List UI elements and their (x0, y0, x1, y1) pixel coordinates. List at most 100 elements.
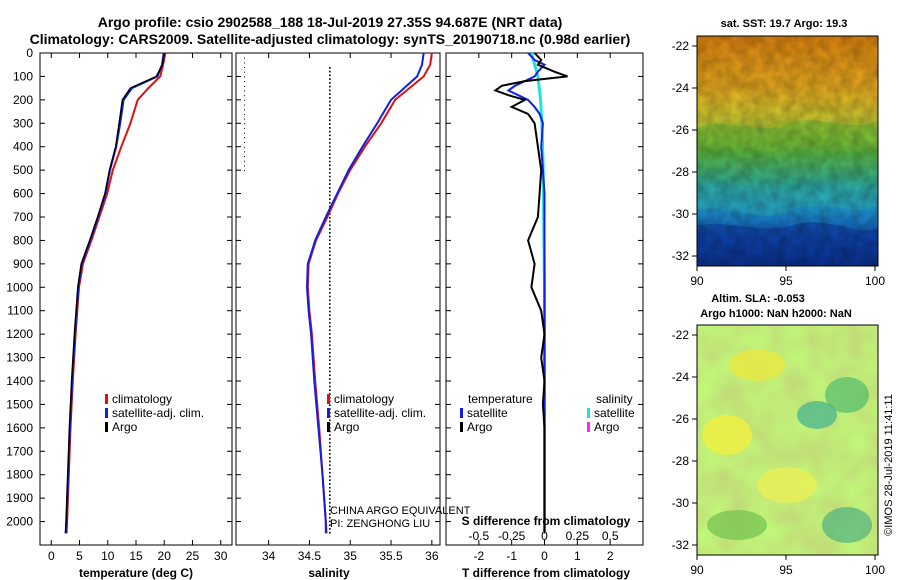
tdiff-satellite-line (506, 52, 547, 534)
argo-salinity-dot (329, 261, 331, 264)
argo-salinity-dot (329, 453, 331, 455)
argo-salinity-dot (329, 475, 331, 478)
lat-tick-label: -32 (672, 538, 690, 552)
x-tick-label: -2 (473, 549, 484, 563)
argo-salinity-dot (329, 513, 331, 515)
argo-salinity-dot (329, 456, 331, 459)
lat-tick-label: -26 (672, 123, 690, 137)
temperature-xlabel: temperature (deg C) (79, 566, 193, 580)
argo-salinity-dot (329, 295, 331, 298)
lon-tick-label: 100 (865, 563, 885, 577)
argo-salinity-dot (329, 82, 331, 84)
lat-tick-label: -24 (672, 81, 690, 95)
argo-salinity-dot (329, 366, 331, 369)
argo-salinity-dot (329, 528, 331, 530)
lat-tick-label: -22 (672, 328, 690, 342)
argo-salinity-dot (329, 479, 331, 481)
x-tick-label: 25 (186, 549, 200, 563)
legend-swatch (460, 408, 463, 418)
argo-salinity-dot (329, 258, 331, 260)
argo-salinity-dot (329, 310, 331, 313)
argo-salinity-dot (329, 243, 331, 245)
tdiff-xlabel: T difference from climatology (462, 566, 630, 580)
lat-tick-label: -26 (672, 412, 690, 426)
dotted-marker (244, 99, 245, 101)
dotted-marker (244, 90, 245, 92)
argo-salinity-dot (329, 217, 331, 219)
argo-salinity-dot (329, 325, 331, 328)
y-tick-label: 1200 (6, 327, 33, 341)
argo-salinity-dot (329, 404, 331, 407)
argo-salinity-dot (329, 501, 331, 504)
argo-salinity-dot (329, 123, 331, 125)
argo-salinity-dot (329, 97, 331, 99)
argo-salinity-dot (329, 520, 331, 523)
dotted-marker (244, 123, 245, 125)
legend-label: climatology (112, 392, 172, 406)
sla-label: Altim. SLA: -0.053 (711, 293, 805, 305)
argo-salinity-dot (329, 194, 331, 197)
x-tick-label: 1 (574, 549, 581, 563)
argo-salinity-dot (329, 231, 331, 234)
x-tick-label: -1 (506, 549, 517, 563)
dotted-marker (244, 95, 245, 97)
sla-map-image (697, 325, 878, 555)
y-tick-label: 200 (13, 93, 33, 107)
legend-swatch (105, 408, 108, 418)
argo-salinity-dot (329, 187, 331, 189)
dotted-marker (244, 81, 245, 83)
legend-swatch (587, 408, 590, 418)
argo-salinity-dot (329, 276, 331, 279)
title-line-1: Argo profile: csio 2902588_188 18-Jul-20… (98, 14, 563, 30)
argo-salinity-dot (329, 490, 331, 493)
argo-salinity-dot (329, 250, 331, 253)
argo-salinity-dot (329, 224, 331, 227)
argo-salinity-dot (329, 183, 331, 185)
argo-salinity-dot (329, 198, 331, 200)
argo-salinity-dot (329, 498, 331, 500)
argo-salinity-dot (329, 336, 331, 339)
s-diff-tick-label: -0.25 (498, 529, 526, 543)
argo-salinity-dot (329, 269, 331, 272)
argo-salinity-dot (329, 355, 331, 358)
dotted-marker (244, 113, 245, 115)
argo-salinity-dot (329, 179, 331, 182)
y-tick-label: 400 (13, 140, 33, 154)
dotted-marker (244, 127, 245, 129)
argo-salinity-dot (329, 153, 331, 155)
sal-climatology-line (306, 52, 433, 534)
argo-salinity-dot (329, 160, 331, 163)
legend-label: Argo (334, 420, 360, 434)
s-diff-tick-label: 0.5 (602, 529, 619, 543)
argo-salinity-dot (329, 351, 331, 354)
difference-panel: -2 -1 0 1 2 -0.5 -0.25 0 0.25 0.5 temperature salin… (445, 52, 644, 563)
argo-height-label: Argo h1000: NaN h2000: NaN (700, 308, 852, 320)
salinity-xlabel: salinity (308, 566, 350, 580)
legend-title-temperature: temperature (468, 392, 533, 406)
argo-salinity-dot (329, 70, 331, 73)
argo-salinity-dot (329, 228, 331, 230)
argo-salinity-dot (329, 460, 331, 463)
dotted-marker (244, 156, 245, 158)
map-top: sat. SST: 19.7 Argo: 19.3 (672, 18, 886, 288)
temp-argo-line (64, 52, 165, 534)
argo-salinity-dot (329, 321, 331, 324)
x-tick-label: 36 (425, 549, 439, 563)
argo-salinity-dot (329, 280, 331, 283)
argo-salinity-dot (329, 134, 331, 137)
argo-salinity-dot (329, 389, 331, 392)
argo-salinity-dot (329, 333, 331, 335)
lon-tick-label: 95 (779, 274, 793, 288)
lat-tick-label: -30 (672, 207, 690, 221)
argo-salinity-dot (329, 100, 331, 103)
temp-climatology-line (65, 52, 167, 534)
argo-salinity-dot (329, 284, 331, 287)
argo-salinity-dot (329, 509, 331, 511)
argo-salinity-dot (329, 464, 331, 467)
argo-salinity-dot (329, 149, 331, 152)
lat-tick-label: -22 (672, 39, 690, 53)
lat-tick-label: -32 (672, 249, 690, 263)
lon-tick-label: 100 (865, 274, 885, 288)
argo-salinity-dot (329, 112, 331, 114)
